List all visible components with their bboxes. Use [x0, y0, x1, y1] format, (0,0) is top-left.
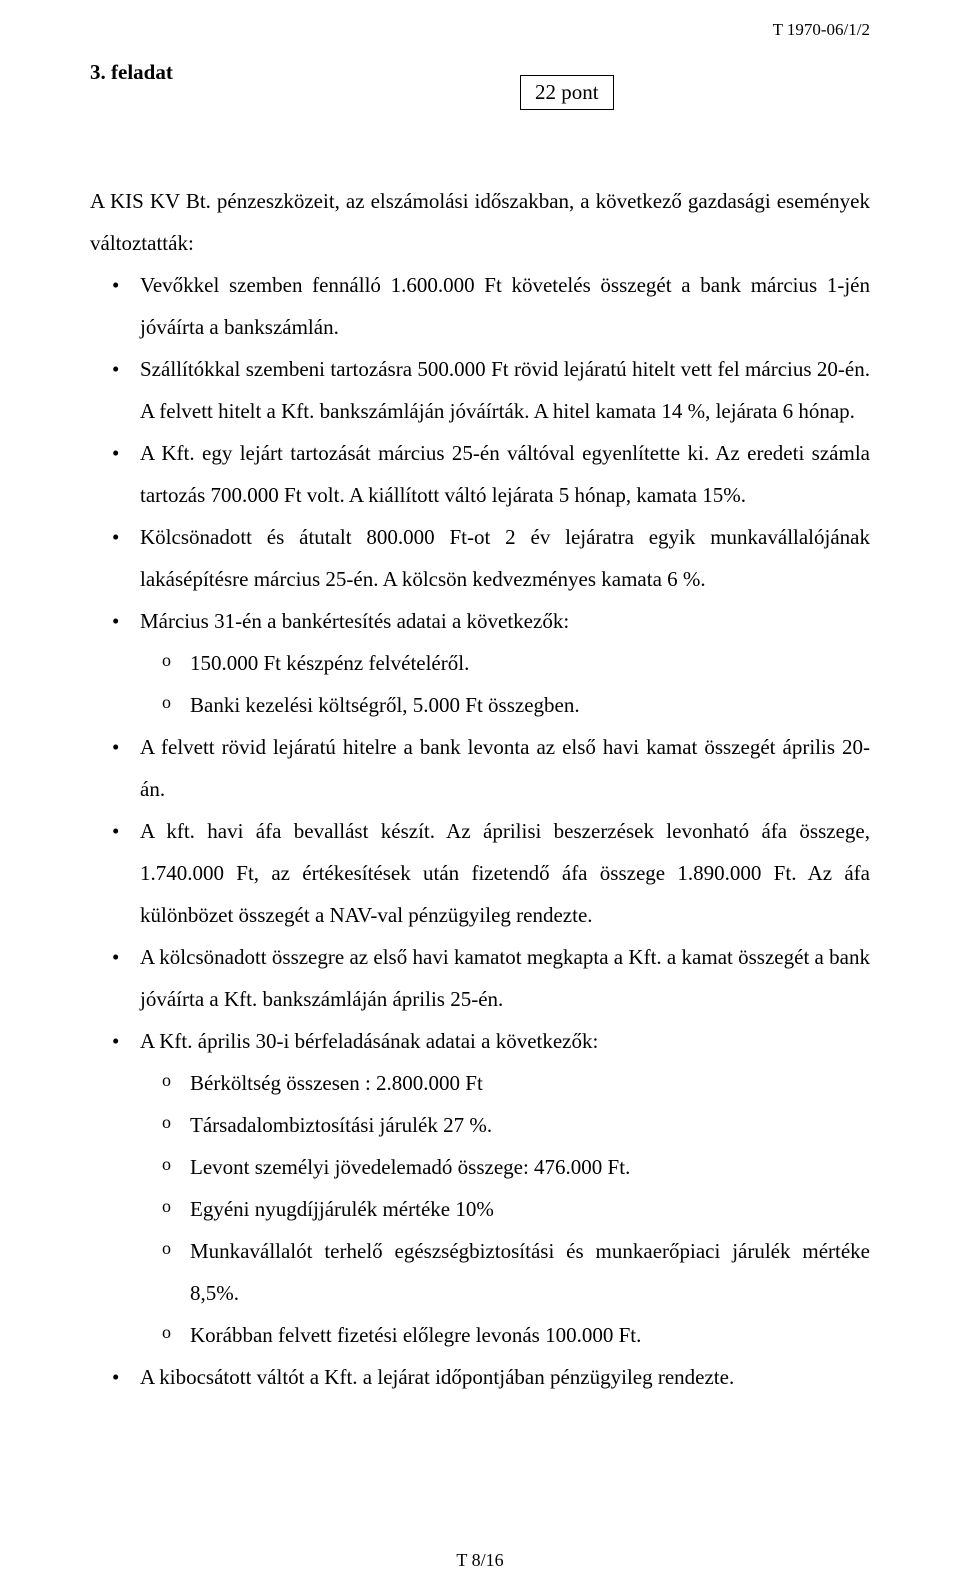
- list-item-text: Szállítókkal szembeni tartozásra 500.000…: [140, 357, 870, 423]
- list-item: A Kft. április 30-i bérfeladásának adata…: [140, 1020, 870, 1356]
- list-item-text: A Kft. április 30-i bérfeladásának adata…: [140, 1029, 598, 1053]
- list-item-text: Március 31-én a bankértesítés adatai a k…: [140, 609, 569, 633]
- page-footer: T 8/16: [0, 1550, 960, 1571]
- list-item: A felvett rövid lejáratú hitelre a bank …: [140, 726, 870, 810]
- list-item: Március 31-én a bankértesítés adatai a k…: [140, 600, 870, 726]
- list-item-text: A Kft. egy lejárt tartozását március 25-…: [140, 441, 870, 507]
- sub-list-item: Levont személyi jövedelemadó összege: 47…: [190, 1146, 870, 1188]
- sub-list-item: Banki kezelési költségről, 5.000 Ft össz…: [190, 684, 870, 726]
- sub-bullet-list: 150.000 Ft készpénz felvételéről.Banki k…: [140, 642, 870, 726]
- list-item-text: Kölcsönadott és átutalt 800.000 Ft-ot 2 …: [140, 525, 870, 591]
- list-item: A kibocsátott váltót a Kft. a lejárat id…: [140, 1356, 870, 1398]
- main-bullet-list: Vevőkkel szemben fennálló 1.600.000 Ft k…: [90, 264, 870, 1398]
- points-box: 22 pont: [520, 75, 614, 110]
- list-item: A kft. havi áfa bevallást készít. Az ápr…: [140, 810, 870, 936]
- document-content: A KIS KV Bt. pénzeszközeit, az elszámolá…: [90, 180, 870, 1398]
- intro-paragraph: A KIS KV Bt. pénzeszközeit, az elszámolá…: [90, 180, 870, 264]
- sub-list-item: Bérköltség összesen : 2.800.000 Ft: [190, 1062, 870, 1104]
- list-item: Kölcsönadott és átutalt 800.000 Ft-ot 2 …: [140, 516, 870, 600]
- list-item-text: A kölcsönadott összegre az első havi kam…: [140, 945, 870, 1011]
- sub-list-item: Korábban felvett fizetési előlegre levon…: [190, 1314, 870, 1356]
- sub-list-item: Munkavállalót terhelő egészségbiztosítás…: [190, 1230, 870, 1314]
- list-item: A kölcsönadott összegre az első havi kam…: [140, 936, 870, 1020]
- list-item-text: A felvett rövid lejáratú hitelre a bank …: [140, 735, 870, 801]
- sub-bullet-list: Bérköltség összesen : 2.800.000 FtTársad…: [140, 1062, 870, 1356]
- list-item: A Kft. egy lejárt tartozását március 25-…: [140, 432, 870, 516]
- list-item-text: A kft. havi áfa bevallást készít. Az ápr…: [140, 819, 870, 927]
- list-item: Szállítókkal szembeni tartozásra 500.000…: [140, 348, 870, 432]
- list-item: Vevőkkel szemben fennálló 1.600.000 Ft k…: [140, 264, 870, 348]
- list-item-text: Vevőkkel szemben fennálló 1.600.000 Ft k…: [140, 273, 870, 339]
- sub-list-item: Egyéni nyugdíjjárulék mértéke 10%: [190, 1188, 870, 1230]
- document-header-code: T 1970-06/1/2: [773, 20, 870, 40]
- list-item-text: A kibocsátott váltót a Kft. a lejárat id…: [140, 1365, 734, 1389]
- sub-list-item: Társadalombiztosítási járulék 27 %.: [190, 1104, 870, 1146]
- task-title: 3. feladat: [90, 60, 870, 85]
- sub-list-item: 150.000 Ft készpénz felvételéről.: [190, 642, 870, 684]
